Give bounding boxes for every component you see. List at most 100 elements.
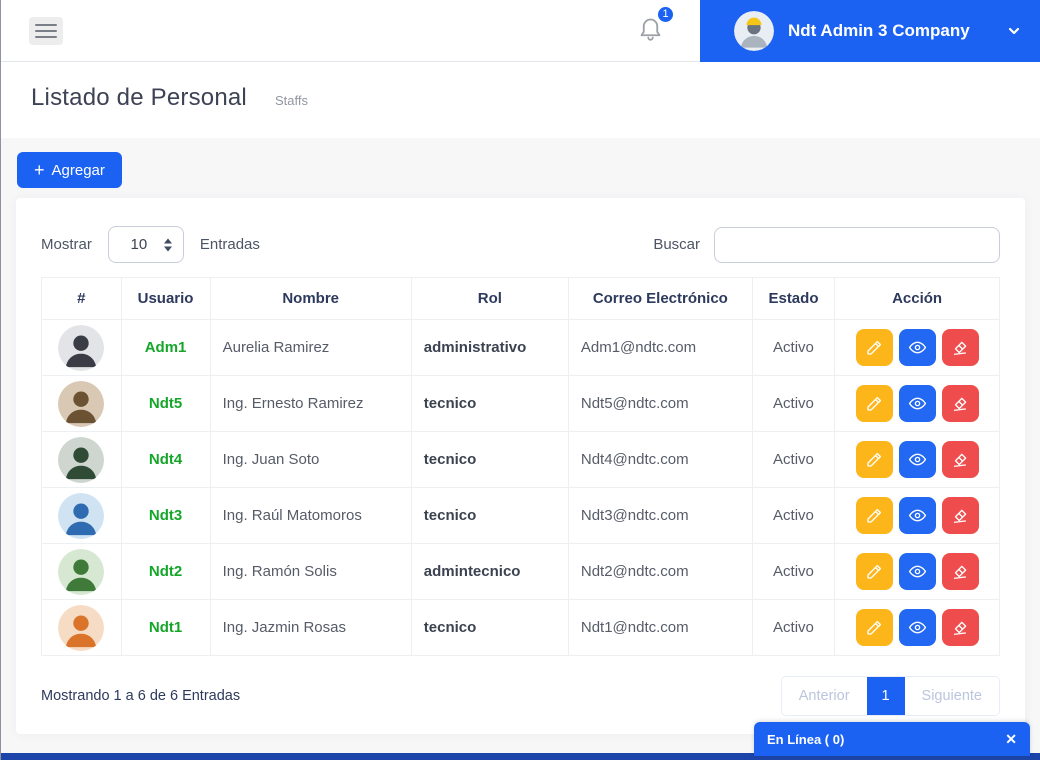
staff-email: Ndt1@ndtc.com: [567, 599, 753, 656]
table-row: Ndt1 Ing. Jazmin Rosas tecnico Ndt1@ndtc…: [41, 599, 1000, 656]
pencil-icon: [867, 620, 882, 635]
breadcrumb: Staffs: [274, 93, 308, 108]
table-controls: Mostrar 10 Entradas Buscar: [41, 226, 1000, 263]
username: Ndt3: [148, 507, 183, 524]
username: Ndt1: [148, 619, 183, 636]
edit-button[interactable]: [855, 329, 893, 366]
edit-button[interactable]: [855, 609, 893, 646]
table-row: Ndt4 Ing. Juan Soto tecnico Ndt4@ndtc.co…: [41, 431, 1000, 488]
col-index: #: [41, 277, 122, 320]
next-page-button[interactable]: Siguiente: [904, 677, 999, 715]
notification-count-badge: 1: [656, 4, 675, 24]
username: Ndt4: [148, 451, 183, 468]
user-menu[interactable]: Ndt Admin 3 Company: [700, 0, 1040, 62]
pagination: Anterior 1 Siguiente: [780, 676, 1000, 716]
pencil-icon: [867, 508, 882, 523]
view-button[interactable]: [898, 385, 936, 422]
entries-label: Entradas: [199, 236, 260, 253]
table-row: Ndt3 Ing. Raúl Matomoros tecnico Ndt3@nd…: [41, 487, 1000, 544]
eye-icon: [908, 341, 926, 354]
username: Ndt5: [148, 395, 183, 412]
eye-icon: [908, 397, 926, 410]
edit-button[interactable]: [855, 497, 893, 534]
table-row: Ndt2 Ing. Ramón Solis admintecnico Ndt2@…: [41, 543, 1000, 600]
delete-button[interactable]: [941, 385, 979, 422]
col-accion: Acción: [834, 277, 1000, 320]
edit-button[interactable]: [855, 553, 893, 590]
staff-table: # Usuario Nombre Rol Correo Electrónico …: [41, 277, 1000, 656]
eye-icon: [908, 565, 926, 578]
staff-role: administrativo: [423, 339, 527, 356]
close-icon[interactable]: ✕: [1005, 730, 1017, 747]
search-input[interactable]: [714, 226, 1000, 263]
table-footer: Mostrando 1 a 6 de 6 Entradas Anterior 1…: [41, 676, 1000, 716]
staff-status: Activo: [751, 599, 836, 656]
view-button[interactable]: [898, 441, 936, 478]
staff-email: Ndt5@ndtc.com: [567, 375, 753, 432]
staff-email: Ndt4@ndtc.com: [567, 431, 753, 488]
col-usuario: Usuario: [120, 277, 211, 320]
view-button[interactable]: [898, 497, 936, 534]
delete-button[interactable]: [941, 329, 979, 366]
bell-icon: [637, 18, 664, 47]
col-nombre: Nombre: [209, 277, 412, 320]
current-page-button[interactable]: 1: [866, 677, 905, 715]
view-button[interactable]: [898, 553, 936, 590]
eraser-icon: [953, 341, 967, 355]
staff-avatar: [58, 548, 105, 595]
staff-name: Ing. Jazmin Rosas: [209, 599, 412, 656]
show-label: Mostrar: [41, 236, 92, 253]
delete-button[interactable]: [941, 609, 979, 646]
view-button[interactable]: [898, 329, 936, 366]
previous-page-button[interactable]: Anterior: [781, 677, 867, 715]
pencil-icon: [867, 396, 882, 411]
entries-summary: Mostrando 1 a 6 de 6 Entradas: [41, 688, 241, 704]
pencil-icon: [867, 564, 882, 579]
notifications-button[interactable]: 1: [637, 4, 675, 48]
delete-button[interactable]: [941, 553, 979, 590]
pencil-icon: [867, 340, 882, 355]
staff-status: Activo: [751, 375, 836, 432]
view-button[interactable]: [898, 609, 936, 646]
eraser-icon: [953, 397, 967, 411]
staff-email: Adm1@ndtc.com: [567, 319, 753, 376]
eraser-icon: [953, 453, 967, 467]
staff-name: Ing. Raúl Matomoros: [209, 487, 412, 544]
staff-list-card: Mostrar 10 Entradas Buscar # Usuario Nom…: [16, 198, 1025, 734]
staff-name: Aurelia Ramirez: [209, 319, 412, 376]
edit-button[interactable]: [855, 441, 893, 478]
add-staff-label: Agregar: [51, 161, 105, 179]
col-rol: Rol: [410, 277, 569, 320]
top-bar: 1 Ndt Admin 3 Company: [1, 0, 1040, 62]
delete-button[interactable]: [941, 497, 979, 534]
staff-avatar: [58, 604, 105, 651]
staff-status: Activo: [751, 431, 836, 488]
page-title: Listado de Personal: [31, 84, 247, 111]
eraser-icon: [953, 621, 967, 635]
staff-role: tecnico: [423, 619, 477, 636]
eye-icon: [908, 621, 926, 634]
eraser-icon: [953, 565, 967, 579]
eye-icon: [908, 453, 926, 466]
page-head: Listado de Personal Staffs: [1, 62, 1040, 138]
pencil-icon: [867, 452, 882, 467]
menu-toggle-icon[interactable]: [29, 16, 63, 45]
staff-role: admintecnico: [423, 563, 521, 580]
add-staff-button[interactable]: + Agregar: [17, 152, 122, 188]
user-avatar: [734, 10, 774, 51]
search-label: Buscar: [653, 236, 700, 253]
online-users-panel[interactable]: En Línea ( 0) ✕: [754, 722, 1030, 756]
username: Ndt2: [148, 563, 183, 580]
page-size-select[interactable]: 10: [107, 226, 184, 263]
staff-role: tecnico: [423, 395, 477, 412]
delete-button[interactable]: [941, 441, 979, 478]
col-correo: Correo Electrónico: [567, 277, 753, 320]
staff-name: Ing. Juan Soto: [209, 431, 412, 488]
staff-avatar: [58, 492, 105, 539]
staff-name: Ing. Ernesto Ramirez: [209, 375, 412, 432]
edit-button[interactable]: [855, 385, 893, 422]
col-estado: Estado: [751, 277, 836, 320]
staff-avatar: [58, 324, 105, 371]
staff-role: tecnico: [423, 507, 477, 524]
table-row: Ndt5 Ing. Ernesto Ramirez tecnico Ndt5@n…: [41, 375, 1000, 432]
